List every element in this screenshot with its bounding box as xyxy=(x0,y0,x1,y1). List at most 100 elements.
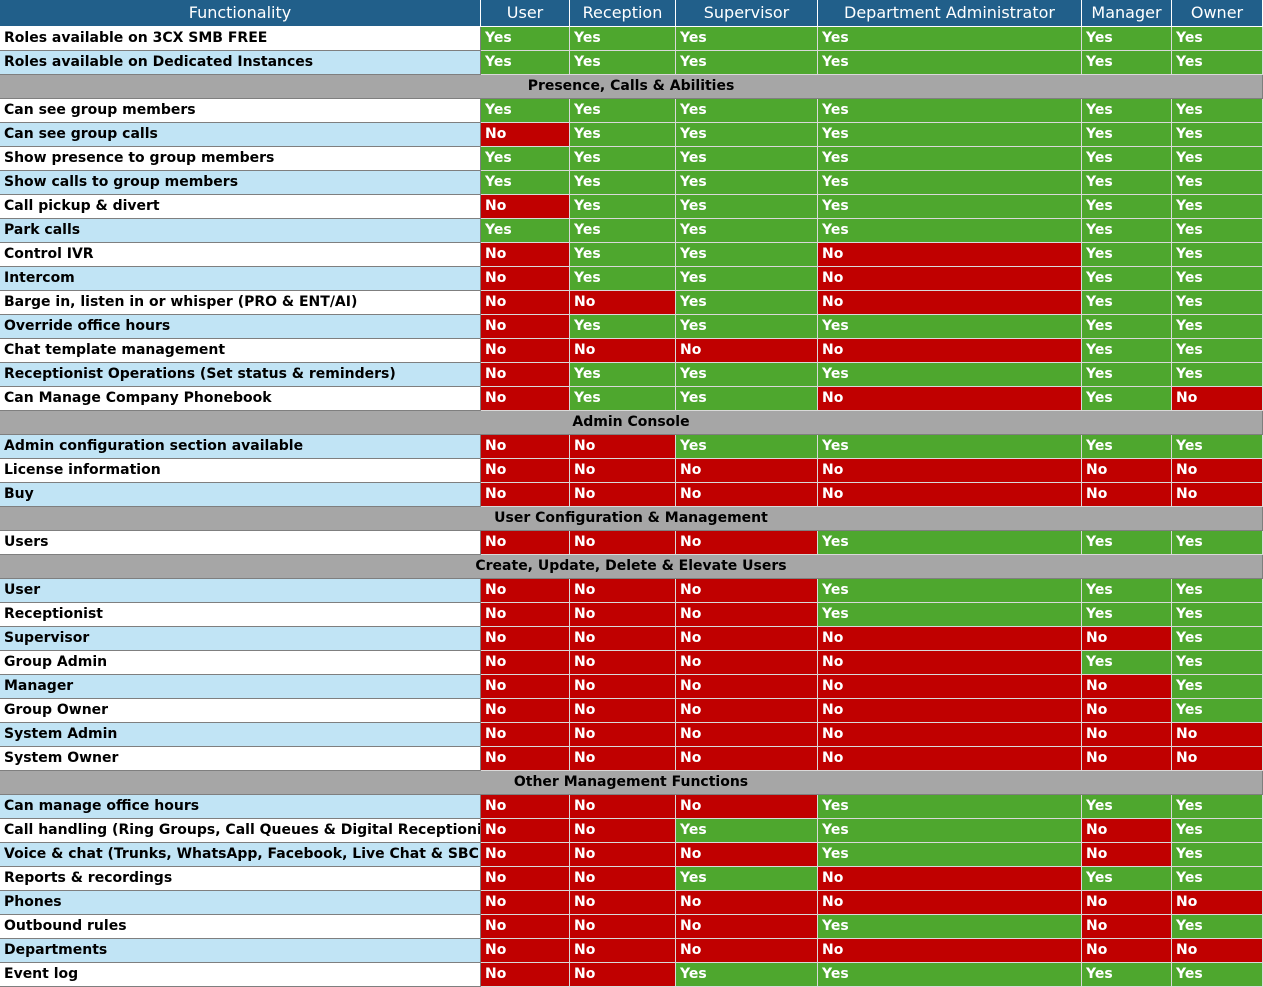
permission-cell: No xyxy=(676,723,818,747)
permission-cell: Yes xyxy=(676,243,818,267)
permission-cell: No xyxy=(570,699,676,723)
permission-cell: No xyxy=(570,963,676,987)
permission-cell: No xyxy=(818,243,1082,267)
row-label: System Owner xyxy=(0,747,481,771)
section-header: Other Management Functions xyxy=(0,771,1263,795)
permission-cell: Yes xyxy=(1082,339,1172,363)
permission-cell: No xyxy=(481,603,570,627)
permission-cell: Yes xyxy=(1172,51,1263,75)
permission-cell: No xyxy=(818,267,1082,291)
permission-cell: No xyxy=(570,795,676,819)
permission-cell: Yes xyxy=(1172,195,1263,219)
permission-cell: No xyxy=(818,891,1082,915)
permission-cell: Yes xyxy=(818,315,1082,339)
section-header: Admin Console xyxy=(0,411,1263,435)
permission-cell: No xyxy=(570,891,676,915)
permission-cell: No xyxy=(676,531,818,555)
section-header: Create, Update, Delete & Elevate Users xyxy=(0,555,1263,579)
permission-cell: No xyxy=(481,579,570,603)
permission-cell: Yes xyxy=(1082,99,1172,123)
row-label: Supervisor xyxy=(0,627,481,651)
permission-cell: No xyxy=(676,579,818,603)
permission-cell: No xyxy=(481,627,570,651)
permission-cell: No xyxy=(481,459,570,483)
permission-cell: No xyxy=(1082,891,1172,915)
permission-cell: Yes xyxy=(1172,315,1263,339)
row-label: Show presence to group members xyxy=(0,147,481,171)
row-label: Event log xyxy=(0,963,481,987)
permission-cell: No xyxy=(818,291,1082,315)
permission-cell: No xyxy=(481,675,570,699)
permission-cell: No xyxy=(570,723,676,747)
permission-cell: No xyxy=(481,435,570,459)
permission-cell: Yes xyxy=(1172,963,1263,987)
permission-cell: Yes xyxy=(1172,435,1263,459)
permission-cell: Yes xyxy=(818,27,1082,51)
permission-cell: Yes xyxy=(1082,387,1172,411)
permission-cell: No xyxy=(1172,459,1263,483)
permission-cell: Yes xyxy=(570,243,676,267)
row-label: Chat template management xyxy=(0,339,481,363)
permission-cell: Yes xyxy=(1082,795,1172,819)
permission-cell: No xyxy=(1082,915,1172,939)
permission-cell: Yes xyxy=(1082,603,1172,627)
permission-cell: No xyxy=(1172,723,1263,747)
permission-cell: Yes xyxy=(818,99,1082,123)
permission-cell: Yes xyxy=(818,843,1082,867)
row-label: Override office hours xyxy=(0,315,481,339)
permission-cell: Yes xyxy=(818,963,1082,987)
permission-cell: No xyxy=(1082,699,1172,723)
permission-cell: No xyxy=(1082,459,1172,483)
permission-cell: No xyxy=(570,867,676,891)
permission-cell: No xyxy=(676,459,818,483)
permission-cell: Yes xyxy=(1172,123,1263,147)
permission-cell: No xyxy=(676,891,818,915)
permission-cell: No xyxy=(570,627,676,651)
permission-cell: No xyxy=(481,915,570,939)
permission-cell: No xyxy=(818,339,1082,363)
permission-cell: No xyxy=(676,699,818,723)
permission-cell: No xyxy=(676,915,818,939)
permission-cell: Yes xyxy=(676,363,818,387)
row-label: Group Admin xyxy=(0,651,481,675)
permission-cell: Yes xyxy=(818,915,1082,939)
permission-cell: Yes xyxy=(1172,339,1263,363)
permission-cell: No xyxy=(481,867,570,891)
permission-cell: No xyxy=(1172,891,1263,915)
permission-cell: No xyxy=(570,915,676,939)
column-header: User xyxy=(481,0,570,27)
permission-cell: No xyxy=(1082,843,1172,867)
row-label: License information xyxy=(0,459,481,483)
permission-cell: Yes xyxy=(481,171,570,195)
permission-cell: Yes xyxy=(818,435,1082,459)
row-label: User xyxy=(0,579,481,603)
permission-cell: No xyxy=(1172,387,1263,411)
permission-cell: Yes xyxy=(1172,603,1263,627)
permission-cell: Yes xyxy=(570,195,676,219)
permission-cell: Yes xyxy=(1082,195,1172,219)
column-header: Reception xyxy=(570,0,676,27)
permission-cell: Yes xyxy=(570,171,676,195)
row-label: Roles available on Dedicated Instances xyxy=(0,51,481,75)
permission-cell: Yes xyxy=(1172,699,1263,723)
permission-cell: No xyxy=(481,243,570,267)
permission-cell: No xyxy=(1172,483,1263,507)
permission-cell: No xyxy=(676,675,818,699)
permission-cell: No xyxy=(676,939,818,963)
permission-cell: No xyxy=(570,531,676,555)
permission-cell: Yes xyxy=(1082,147,1172,171)
permission-cell: No xyxy=(570,291,676,315)
permission-cell: No xyxy=(481,723,570,747)
permission-cell: No xyxy=(1082,675,1172,699)
permission-cell: Yes xyxy=(570,27,676,51)
permission-cell: Yes xyxy=(1082,243,1172,267)
permission-cell: No xyxy=(818,387,1082,411)
permission-cell: Yes xyxy=(818,123,1082,147)
permission-cell: Yes xyxy=(818,819,1082,843)
permission-cell: Yes xyxy=(570,363,676,387)
permission-cell: Yes xyxy=(676,963,818,987)
permission-cell: Yes xyxy=(676,267,818,291)
column-header: Department Administrator xyxy=(818,0,1082,27)
permission-cell: No xyxy=(481,747,570,771)
permission-cell: No xyxy=(481,267,570,291)
